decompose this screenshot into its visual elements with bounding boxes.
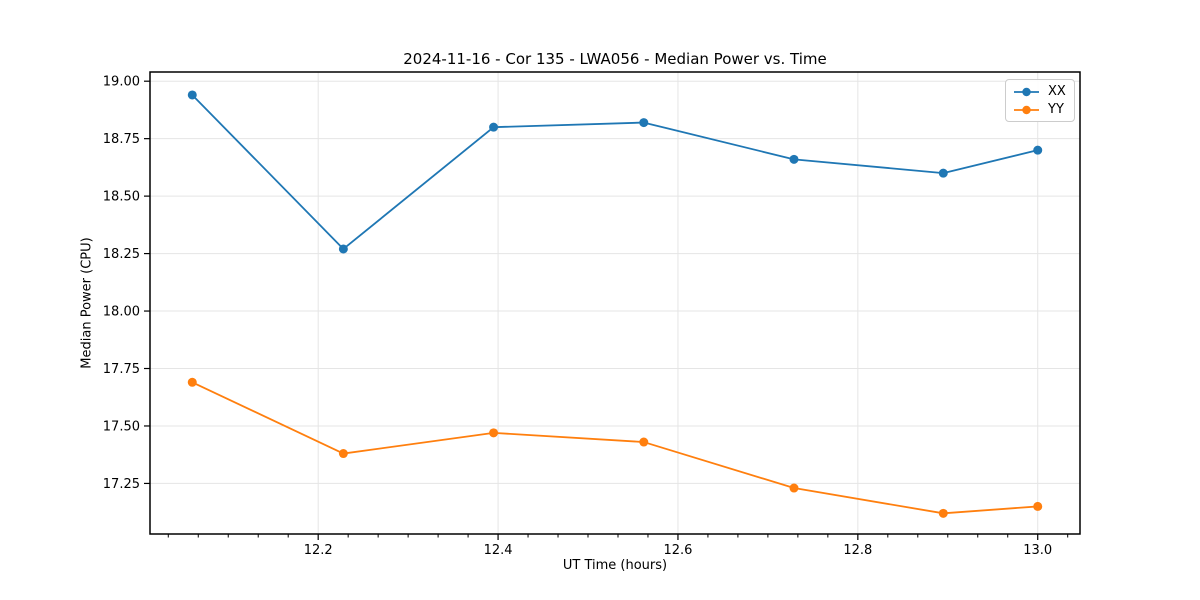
y-tick-label: 17.25 (103, 477, 140, 492)
x-tick-label: 12.6 (663, 543, 692, 558)
data-point-marker (639, 437, 649, 447)
data-point-marker (187, 90, 197, 100)
data-point-marker (938, 168, 948, 178)
y-axis-label: Median Power (CPU) (79, 237, 95, 369)
legend-item-yy: YY (1013, 102, 1066, 117)
legend-label: YY (1048, 102, 1064, 117)
legend-label: XX (1048, 84, 1066, 99)
data-point-marker (489, 122, 499, 132)
x-tick-label: 12.2 (304, 543, 333, 558)
y-tick-label: 18.25 (103, 247, 140, 262)
y-tick-label: 19.00 (103, 75, 140, 90)
data-point-marker (639, 118, 649, 128)
y-tick-label: 18.50 (103, 190, 140, 205)
x-tick-label: 12.8 (843, 543, 872, 558)
x-tick-label: 12.4 (484, 543, 513, 558)
x-tick-label: 13.0 (1023, 543, 1052, 558)
data-point-marker (338, 244, 348, 254)
y-tick-label: 17.50 (103, 419, 140, 434)
legend-item-xx: XX (1013, 84, 1066, 99)
series-line-yy (191, 381, 1039, 515)
chart-title: 2024-11-16 - Cor 135 - LWA056 - Median P… (403, 50, 827, 68)
plot-border (149, 71, 1081, 535)
data-point-marker (789, 154, 799, 164)
data-point-marker (1033, 145, 1043, 155)
y-tick-label: 18.00 (103, 305, 140, 320)
data-point-marker (489, 428, 499, 438)
data-point-marker (338, 449, 348, 459)
data-point-marker (938, 508, 948, 518)
data-point-marker (187, 377, 197, 387)
y-tick-label: 17.75 (103, 362, 140, 377)
legend-line-sample-icon (1014, 105, 1039, 114)
series-line-xx (191, 94, 1039, 250)
data-point-marker (789, 483, 799, 493)
x-axis-label: UT Time (hours) (562, 558, 668, 573)
y-tick-label: 18.75 (103, 132, 140, 147)
legend: XX YY (1005, 79, 1075, 122)
data-point-marker (1033, 501, 1043, 511)
legend-line-sample-icon (1014, 87, 1039, 96)
